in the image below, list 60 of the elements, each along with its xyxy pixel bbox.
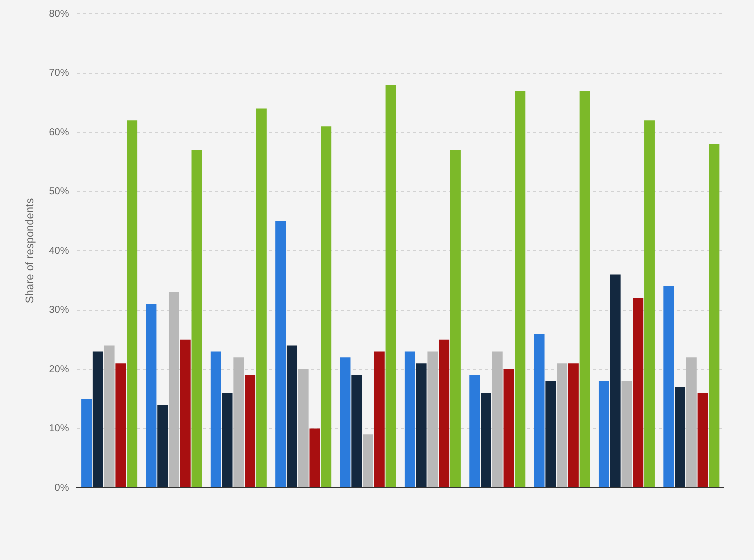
bar <box>222 393 233 488</box>
bar <box>298 370 309 488</box>
bar <box>664 286 674 488</box>
bar <box>234 358 244 488</box>
bar <box>686 358 697 488</box>
bar <box>709 144 720 488</box>
bar <box>546 381 556 488</box>
y-tick-label: 30% <box>49 305 70 316</box>
bar <box>310 428 320 488</box>
bar <box>352 375 362 488</box>
bar <box>127 120 138 488</box>
y-tick-label: 20% <box>49 364 70 376</box>
bar <box>180 340 191 488</box>
bar <box>210 352 222 488</box>
bar <box>245 375 256 488</box>
y-tick-label: 70% <box>49 68 70 79</box>
bar <box>168 292 180 488</box>
bar <box>644 120 655 488</box>
bar <box>610 274 621 488</box>
bar <box>439 340 450 488</box>
bar <box>363 434 374 488</box>
bar <box>340 358 351 488</box>
y-tick-label: 60% <box>49 127 70 138</box>
bar <box>534 334 545 488</box>
y-tick-label: 80% <box>49 8 70 20</box>
bar <box>504 370 514 488</box>
bar <box>416 364 427 488</box>
bar <box>450 150 461 488</box>
bar <box>256 108 267 488</box>
bar <box>470 375 480 488</box>
bar <box>104 346 115 488</box>
bar <box>568 364 579 488</box>
bar <box>580 91 590 488</box>
bar <box>675 387 686 488</box>
bar <box>633 298 644 488</box>
bar <box>404 352 416 488</box>
bar <box>386 85 396 488</box>
bar <box>286 346 298 488</box>
y-axis-title: Share of respondents <box>24 198 37 304</box>
y-tick-label: 10% <box>49 424 70 434</box>
bar <box>158 405 168 488</box>
bar <box>116 364 126 488</box>
bar <box>515 91 526 488</box>
bar <box>481 393 492 488</box>
bar <box>698 393 708 488</box>
y-tick-label: 0% <box>54 482 70 494</box>
bar <box>82 399 92 488</box>
bar <box>557 364 568 488</box>
bar <box>428 352 438 488</box>
bar <box>492 352 503 488</box>
bar <box>276 221 286 488</box>
bar <box>321 126 332 488</box>
bar <box>92 352 104 488</box>
y-tick-label: 40% <box>49 246 70 257</box>
bar <box>192 150 202 488</box>
bar <box>146 304 157 488</box>
bar <box>622 381 632 488</box>
bar <box>598 381 610 488</box>
bar <box>374 352 385 488</box>
y-tick-label: 50% <box>49 186 70 198</box>
